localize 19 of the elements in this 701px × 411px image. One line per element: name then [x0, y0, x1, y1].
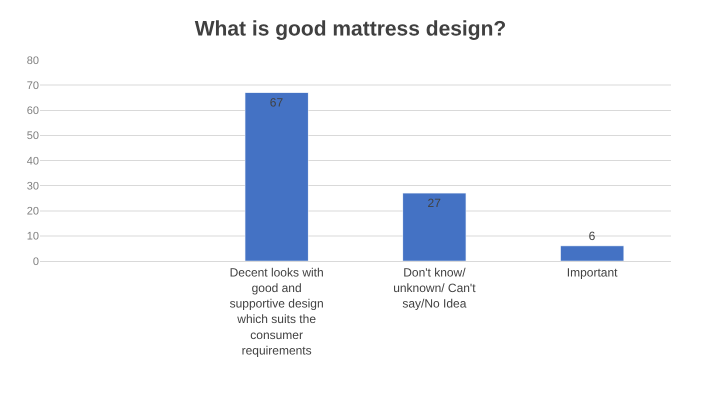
- y-tick-label: 80: [26, 54, 39, 67]
- x-tick-label: Don't know/ unknown/ Can't say/No Idea: [393, 265, 476, 311]
- bar: [402, 192, 466, 261]
- y-tick-label: 30: [26, 180, 39, 192]
- y-tick-label: 10: [26, 230, 39, 243]
- y-tick-label: 50: [26, 130, 39, 142]
- data-label: 6: [588, 228, 596, 243]
- data-label: 27: [428, 196, 442, 210]
- bar: [560, 246, 624, 261]
- bar: [244, 92, 308, 261]
- y-tick-label: 60: [26, 105, 39, 118]
- y-tick-label: 40: [26, 155, 39, 168]
- x-tick-label: Decent looks with good and supportive design which suits the consumer requirements: [230, 265, 324, 358]
- y-tick-label: 70: [26, 80, 39, 92]
- data-label: 67: [270, 96, 284, 110]
- y-tick-label: 0: [32, 256, 39, 268]
- y-tick-label: 20: [26, 206, 39, 218]
- chart-title: What is good mattress design?: [194, 17, 506, 40]
- x-tick-label: Important: [566, 265, 618, 280]
